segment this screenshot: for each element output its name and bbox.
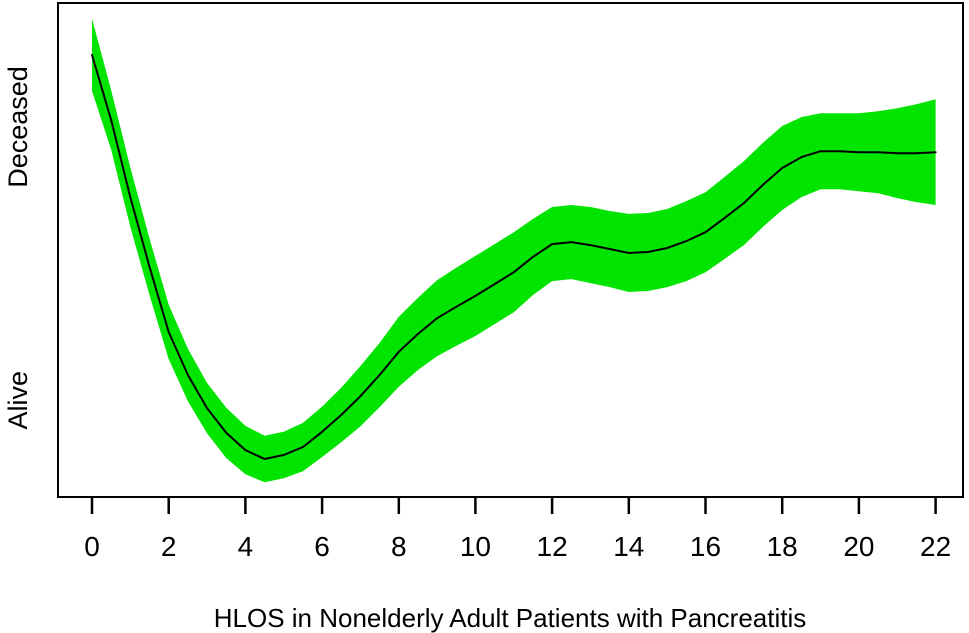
x-tick-label: 8: [391, 531, 407, 562]
x-tick-label: 2: [161, 531, 177, 562]
x-tick-label: 22: [920, 531, 951, 562]
x-tick-label: 14: [613, 531, 644, 562]
x-tick-label: 0: [84, 531, 100, 562]
x-tick-label: 12: [537, 531, 568, 562]
x-axis-title: HLOS in Nonelderly Adult Patients with P…: [214, 603, 807, 633]
x-axis: 0 2 4 6 8 10 12 14 16 18 20 22: [84, 498, 951, 562]
x-tick-label: 10: [460, 531, 491, 562]
x-tick-label: 18: [767, 531, 798, 562]
plot-border: [57, 2, 964, 498]
x-tick-label: 6: [314, 531, 330, 562]
confidence-band: [92, 18, 936, 483]
x-tick-label: 4: [238, 531, 254, 562]
x-tick-label: 20: [843, 531, 874, 562]
x-tick-label: 16: [690, 531, 721, 562]
fit-line: [91, 53, 937, 460]
y-axis-label-alive: Alive: [3, 371, 33, 430]
y-axis-label-deceased: Deceased: [3, 66, 33, 188]
